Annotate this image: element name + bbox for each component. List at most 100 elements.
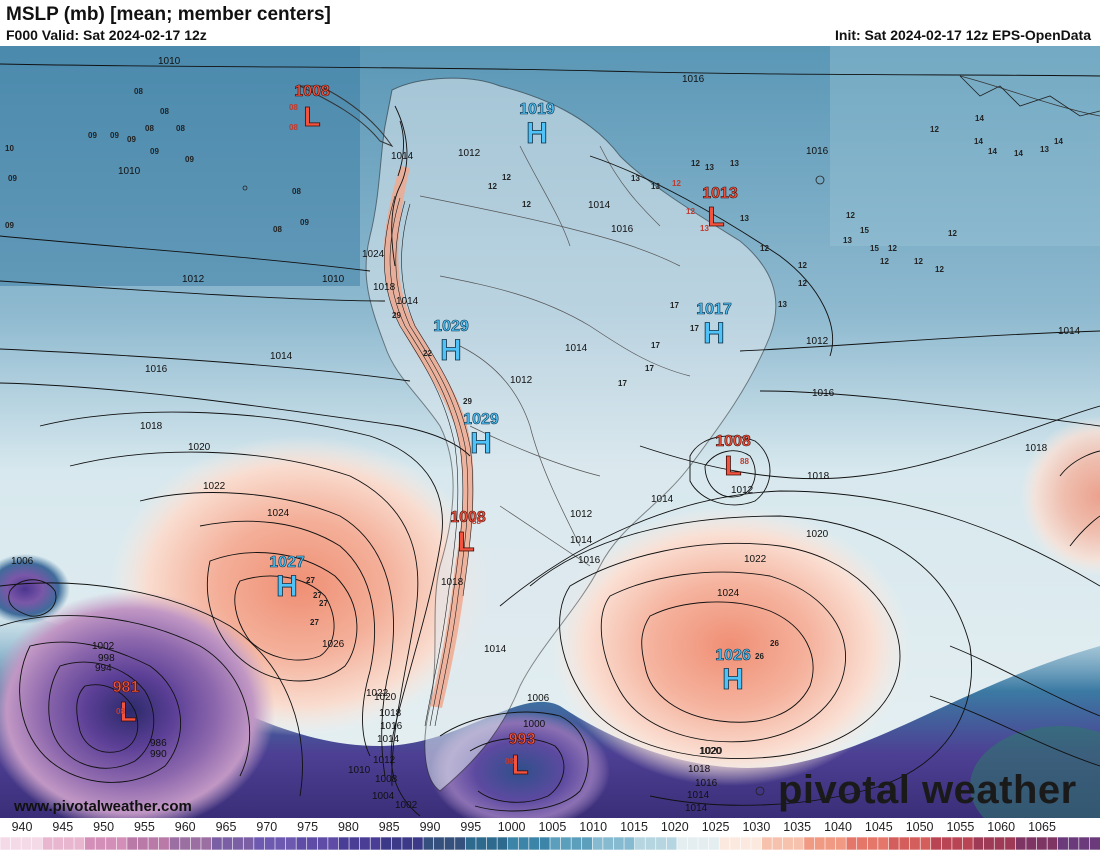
svg-text:1014: 1014: [484, 644, 507, 655]
isobar-labels: 1010 1016 1010 1012 1010 1014 1016 1018 …: [11, 56, 1081, 814]
svg-text:13: 13: [730, 159, 739, 168]
colorbar-swatch: [930, 837, 943, 850]
svg-text:L: L: [724, 450, 741, 481]
high-center-1026: 1026 H: [715, 647, 751, 697]
svg-text:26: 26: [755, 652, 764, 661]
colorbar-swatch: [898, 837, 911, 850]
low-cell-981: [0, 591, 275, 818]
svg-text:12: 12: [846, 211, 855, 220]
colorbar-tick-label: 990: [419, 820, 441, 834]
svg-text:1022: 1022: [744, 554, 767, 565]
colorbar-swatch: [211, 837, 223, 850]
svg-text:27: 27: [310, 618, 319, 627]
svg-text:1008: 1008: [294, 83, 330, 100]
colorbar-swatch: [845, 837, 858, 850]
svg-text:12: 12: [522, 200, 531, 209]
svg-text:09: 09: [127, 135, 136, 144]
svg-text:1029: 1029: [463, 411, 499, 428]
colorbar-swatch: [327, 837, 340, 850]
colorbar-swatch: [465, 837, 477, 850]
colorbar-swatch: [581, 837, 594, 850]
colorbar-tick-label: 970: [256, 820, 278, 834]
svg-text:1014: 1014: [651, 494, 674, 505]
colorbar-tick-label: 955: [133, 820, 155, 834]
colorbar-tick-label: 995: [460, 820, 482, 834]
svg-text:12: 12: [930, 125, 939, 134]
colorbar-swatch: [454, 837, 467, 850]
colorbar-swatch: [560, 837, 572, 850]
colorbar-swatch: [380, 837, 393, 850]
svg-text:1000: 1000: [523, 719, 546, 730]
svg-text:17: 17: [645, 364, 654, 373]
colorbar-tick-label: 980: [337, 820, 359, 834]
colorbar-swatch: [105, 837, 118, 850]
svg-text:14: 14: [988, 147, 997, 156]
colorbar-swatch: [253, 837, 266, 850]
svg-text:1002: 1002: [92, 641, 115, 652]
svg-text:08: 08: [505, 757, 514, 766]
svg-text:1008: 1008: [450, 509, 486, 526]
svg-text:1026: 1026: [715, 647, 751, 664]
svg-text:13: 13: [1040, 145, 1049, 154]
colorbar-tick-label: 975: [297, 820, 319, 834]
colorbar-swatch: [539, 837, 551, 850]
colorbar-swatch: [1089, 837, 1100, 850]
svg-text:1012: 1012: [731, 485, 754, 496]
svg-text:27: 27: [319, 599, 328, 608]
low-center-993: 993 L: [508, 731, 535, 781]
svg-text:13: 13: [740, 214, 749, 223]
colorbar-swatch: [433, 837, 446, 850]
colorbar-tick-label: 1060: [987, 820, 1016, 834]
colorbar-swatch: [507, 837, 520, 850]
colorbar-swatch: [401, 837, 414, 850]
svg-text:1012: 1012: [373, 755, 396, 766]
svg-text:1010: 1010: [118, 166, 141, 177]
svg-text:08: 08: [289, 103, 298, 112]
svg-text:08: 08: [176, 124, 185, 133]
colorbar-swatch: [750, 837, 763, 850]
svg-text:12: 12: [691, 159, 700, 168]
svg-text:1026: 1026: [322, 639, 345, 650]
colorbar-swatch: [158, 837, 171, 850]
colorbar-swatch: [31, 837, 44, 850]
high-center-1027: 1027 H: [269, 554, 305, 604]
svg-text:1016: 1016: [145, 364, 168, 375]
svg-text:1020: 1020: [374, 692, 397, 703]
svg-text:27: 27: [306, 576, 315, 585]
colorbar-swatch: [771, 837, 784, 850]
colorbar-swatch: [0, 837, 12, 850]
website-url: www.pivotalweather.com: [14, 798, 192, 815]
colorbar-swatch: [570, 837, 583, 850]
svg-text:12: 12: [935, 265, 944, 274]
colorbar-swatch: [412, 837, 424, 850]
colorbar-swatch: [221, 837, 234, 850]
svg-text:12: 12: [798, 261, 807, 270]
svg-text:1004: 1004: [372, 791, 395, 802]
colorbar-swatch: [1015, 837, 1027, 850]
colorbar-swatch: [718, 837, 731, 850]
svg-text:1012: 1012: [806, 336, 829, 347]
svg-text:09: 09: [185, 155, 194, 164]
svg-text:H: H: [722, 663, 744, 696]
colorbar-tick-label: 1055: [946, 820, 975, 834]
svg-text:L: L: [511, 749, 528, 780]
colorbar-swatch: [52, 837, 65, 850]
pivotal-weather-logo: pivotal weather: [778, 768, 1077, 812]
svg-text:1018: 1018: [373, 282, 396, 293]
colorbar-swatch: [285, 837, 297, 850]
colorbar-tick-label: 960: [174, 820, 196, 834]
colorbar-swatch: [443, 837, 456, 850]
svg-text:12: 12: [502, 173, 511, 182]
high-center-1029-south: 1029 H: [463, 411, 499, 461]
svg-text:12: 12: [888, 244, 897, 253]
svg-text:1012: 1012: [510, 375, 533, 386]
svg-text:1014: 1014: [588, 200, 611, 211]
svg-text:1014: 1014: [1058, 326, 1081, 337]
svg-text:H: H: [276, 570, 298, 603]
svg-text:14: 14: [974, 137, 983, 146]
mslp-map: 1019 H 1017 H 1029 H 1029 H 1027 H 1026 …: [0, 46, 1100, 818]
colorbar-swatch: [1046, 837, 1059, 850]
colorbar-swatch: [1078, 837, 1091, 850]
svg-text:08: 08: [289, 123, 298, 132]
colorbar-swatch: [475, 837, 488, 850]
